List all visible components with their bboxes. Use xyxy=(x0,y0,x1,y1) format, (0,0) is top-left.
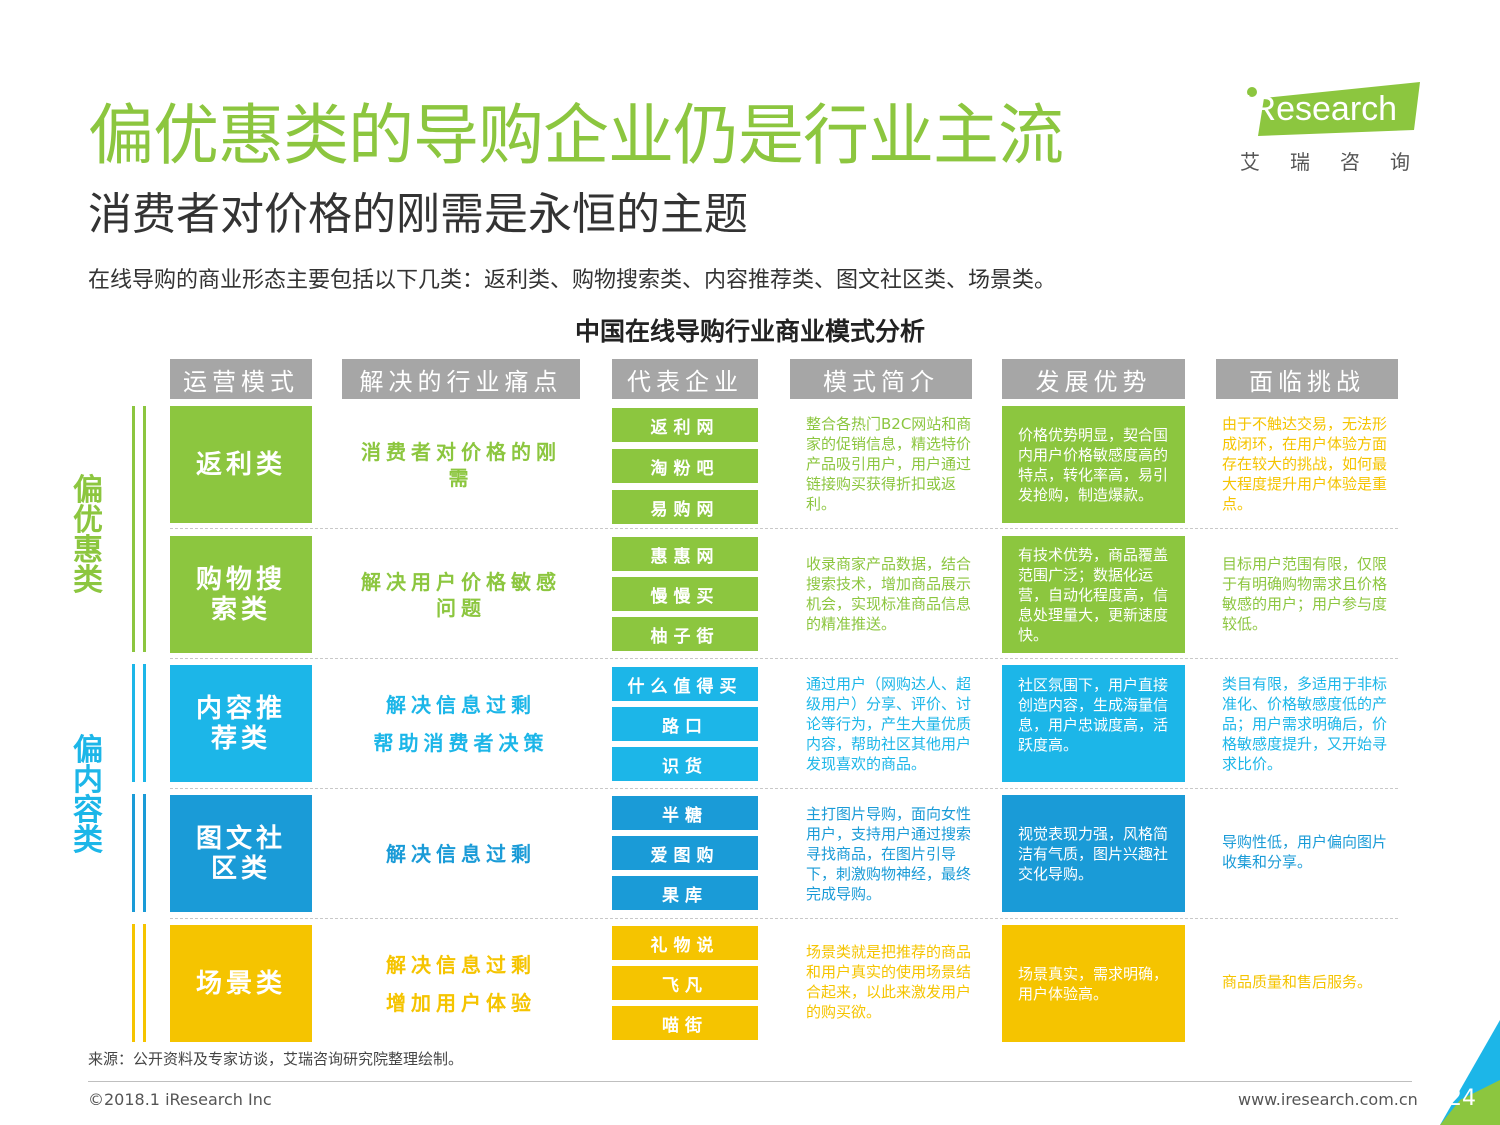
type-cell-search: 购物搜索类 xyxy=(170,536,312,653)
group-bar-content-4 xyxy=(143,794,146,912)
group-bar-discount xyxy=(132,406,135,652)
group-bar-discount-2 xyxy=(143,406,146,652)
source-note: 来源：公开资料及专家访谈，艾瑞咨询研究院整理绘制。 xyxy=(88,1050,464,1068)
company-guoku: 果库 xyxy=(612,876,758,910)
challenge-cell-scene: 商品质量和售后服务。 xyxy=(1222,973,1373,991)
row-separator xyxy=(170,528,1398,529)
page-title: 偏优惠类的导购企业仍是行业主流 xyxy=(88,97,1064,174)
challenge-cell-content-recommend: 类目有限，多适用于非标准化、价格敏感度低的产品；用户需求明确后，价格敏感度提升，… xyxy=(1222,675,1388,773)
company-huihui: 惠惠网 xyxy=(612,537,758,571)
footer-divider xyxy=(88,1081,1412,1082)
header-challenge: 面临挑战 xyxy=(1216,359,1398,399)
company-miaojie: 喵街 xyxy=(612,1006,758,1040)
company-shihuo: 识货 xyxy=(612,747,758,781)
intro-cell-content-recommend: 通过用户（网购达人、超级用户）分享、评价、讨论等行为，产生大量优质内容，帮助社区… xyxy=(806,675,972,773)
intro-cell-scene: 场景类就是把推荐的商品和用户真实的使用场景结合起来，以此来激发用户的购买欲。 xyxy=(806,943,972,1021)
company-lukou: 路口 xyxy=(612,707,758,741)
page-subtitle: 消费者对价格的刚需是永恒的主题 xyxy=(88,189,748,240)
header-companies: 代表企业 xyxy=(612,359,758,399)
challenge-cell-image-community: 导购性低，用户偏向图片收集和分享。 xyxy=(1222,833,1388,871)
group-bar-scene-2 xyxy=(143,924,146,1042)
pain-cell-rebate: 消费者对价格的刚需 xyxy=(361,439,561,490)
type-cell-image-community: 图文社区类 xyxy=(170,795,312,912)
challenge-cell-rebate: 由于不触达交易，无法形成闭环，在用户体验方面存在较大的挑战，如何最大程度提升用户… xyxy=(1222,415,1388,513)
advantage-cell-scene: 场景真实，需求明确，用户体验高。 xyxy=(1002,925,1185,1042)
company-liwushuo: 礼物说 xyxy=(612,926,758,960)
iresearch-logo xyxy=(1247,82,1420,136)
intro-cell-search: 收录商家产品数据，结合搜索技术，增加商品展示机会，实现标准商品信息的精准推送。 xyxy=(806,555,972,633)
intro-cell-rebate: 整合各热门B2C网站和商家的促销信息，精选特价产品吸引用户，用户通过链接购买获得… xyxy=(806,415,972,513)
page-number: 24 xyxy=(1448,1086,1476,1111)
advantage-cell-rebate: 价格优势明显，契合国内用户价格敏感度高的特点，转化率高，易引发抢购，制造爆款。 xyxy=(1002,406,1185,523)
pain-cell-search: 解决用户价格敏感问题 xyxy=(361,569,561,620)
advantage-cell-content-recommend: 社区氛围下，用户直接创造内容，生成海量信息，用户忠诚度高，活跃度高。 xyxy=(1002,665,1185,782)
header-operation-mode: 运营模式 xyxy=(170,359,312,399)
company-manmanmai: 慢慢买 xyxy=(612,577,758,611)
table-title: 中国在线导购行业商业模式分析 xyxy=(574,317,925,346)
header-pain-point: 解决的行业痛点 xyxy=(342,359,580,399)
intro-text: 在线导购的商业形态主要包括以下几类：返利类、购物搜索类、内容推荐类、图文社区类、… xyxy=(88,268,1057,293)
company-fanli: 返利网 xyxy=(612,408,758,442)
corner-decoration xyxy=(1440,1020,1500,1125)
group-label-discount: 偏优惠类 xyxy=(73,473,103,598)
pain-cell-content-recommend: 解决信息过剩 帮助消费者决策 xyxy=(373,692,549,755)
row-separator xyxy=(170,788,1398,789)
group-bar-scene xyxy=(132,924,135,1042)
type-cell-rebate: 返利类 xyxy=(170,406,312,523)
company-yigou: 易购网 xyxy=(612,490,758,524)
company-smzdm: 什么值得买 xyxy=(612,667,758,701)
intro-cell-image-community: 主打图片导购，面向女性用户，支持用户通过搜索寻找商品，在图片引导下，刺激购物神经… xyxy=(806,805,972,903)
website-link[interactable]: www.iresearch.com.cn xyxy=(1238,1090,1418,1109)
company-aitugou: 爱图购 xyxy=(612,836,758,870)
copyright: ©2018.1 iResearch Inc xyxy=(88,1090,272,1109)
advantage-cell-search: 有技术优势，商品覆盖范围广泛；数据化运营，自动化程度高，信息处理量大，更新速度快… xyxy=(1002,536,1185,653)
row-separator xyxy=(170,918,1398,919)
challenge-cell-search: 目标用户范围有限，仅限于有明确购物需求且价格敏感的用户；用户参与度较低。 xyxy=(1222,555,1388,633)
group-label-content: 偏内容类 xyxy=(73,733,103,858)
group-bar-content-2 xyxy=(143,664,146,782)
company-youzijie: 柚子街 xyxy=(612,617,758,651)
header-intro: 模式简介 xyxy=(790,359,972,399)
logo-text: iResearch xyxy=(1244,90,1398,128)
pain-cell-scene: 解决信息过剩 增加用户体验 xyxy=(386,952,536,1015)
logo-subtext: 艾瑞咨询 xyxy=(1240,150,1440,174)
company-taofenba: 淘粉吧 xyxy=(612,449,758,483)
type-cell-content-recommend: 内容推荐类 xyxy=(170,665,312,782)
group-bar-content-3 xyxy=(132,794,135,912)
company-bantang: 半糖 xyxy=(612,796,758,830)
advantage-cell-image-community: 视觉表现力强，风格简洁有气质，图片兴趣社交化导购。 xyxy=(1002,795,1185,912)
type-cell-scene: 场景类 xyxy=(170,925,312,1042)
row-separator xyxy=(170,658,1398,659)
pain-cell-image-community: 解决信息过剩 xyxy=(386,841,536,866)
header-advantage: 发展优势 xyxy=(1002,359,1185,399)
company-feifan: 飞凡 xyxy=(612,966,758,1000)
group-bar-content xyxy=(132,664,135,782)
